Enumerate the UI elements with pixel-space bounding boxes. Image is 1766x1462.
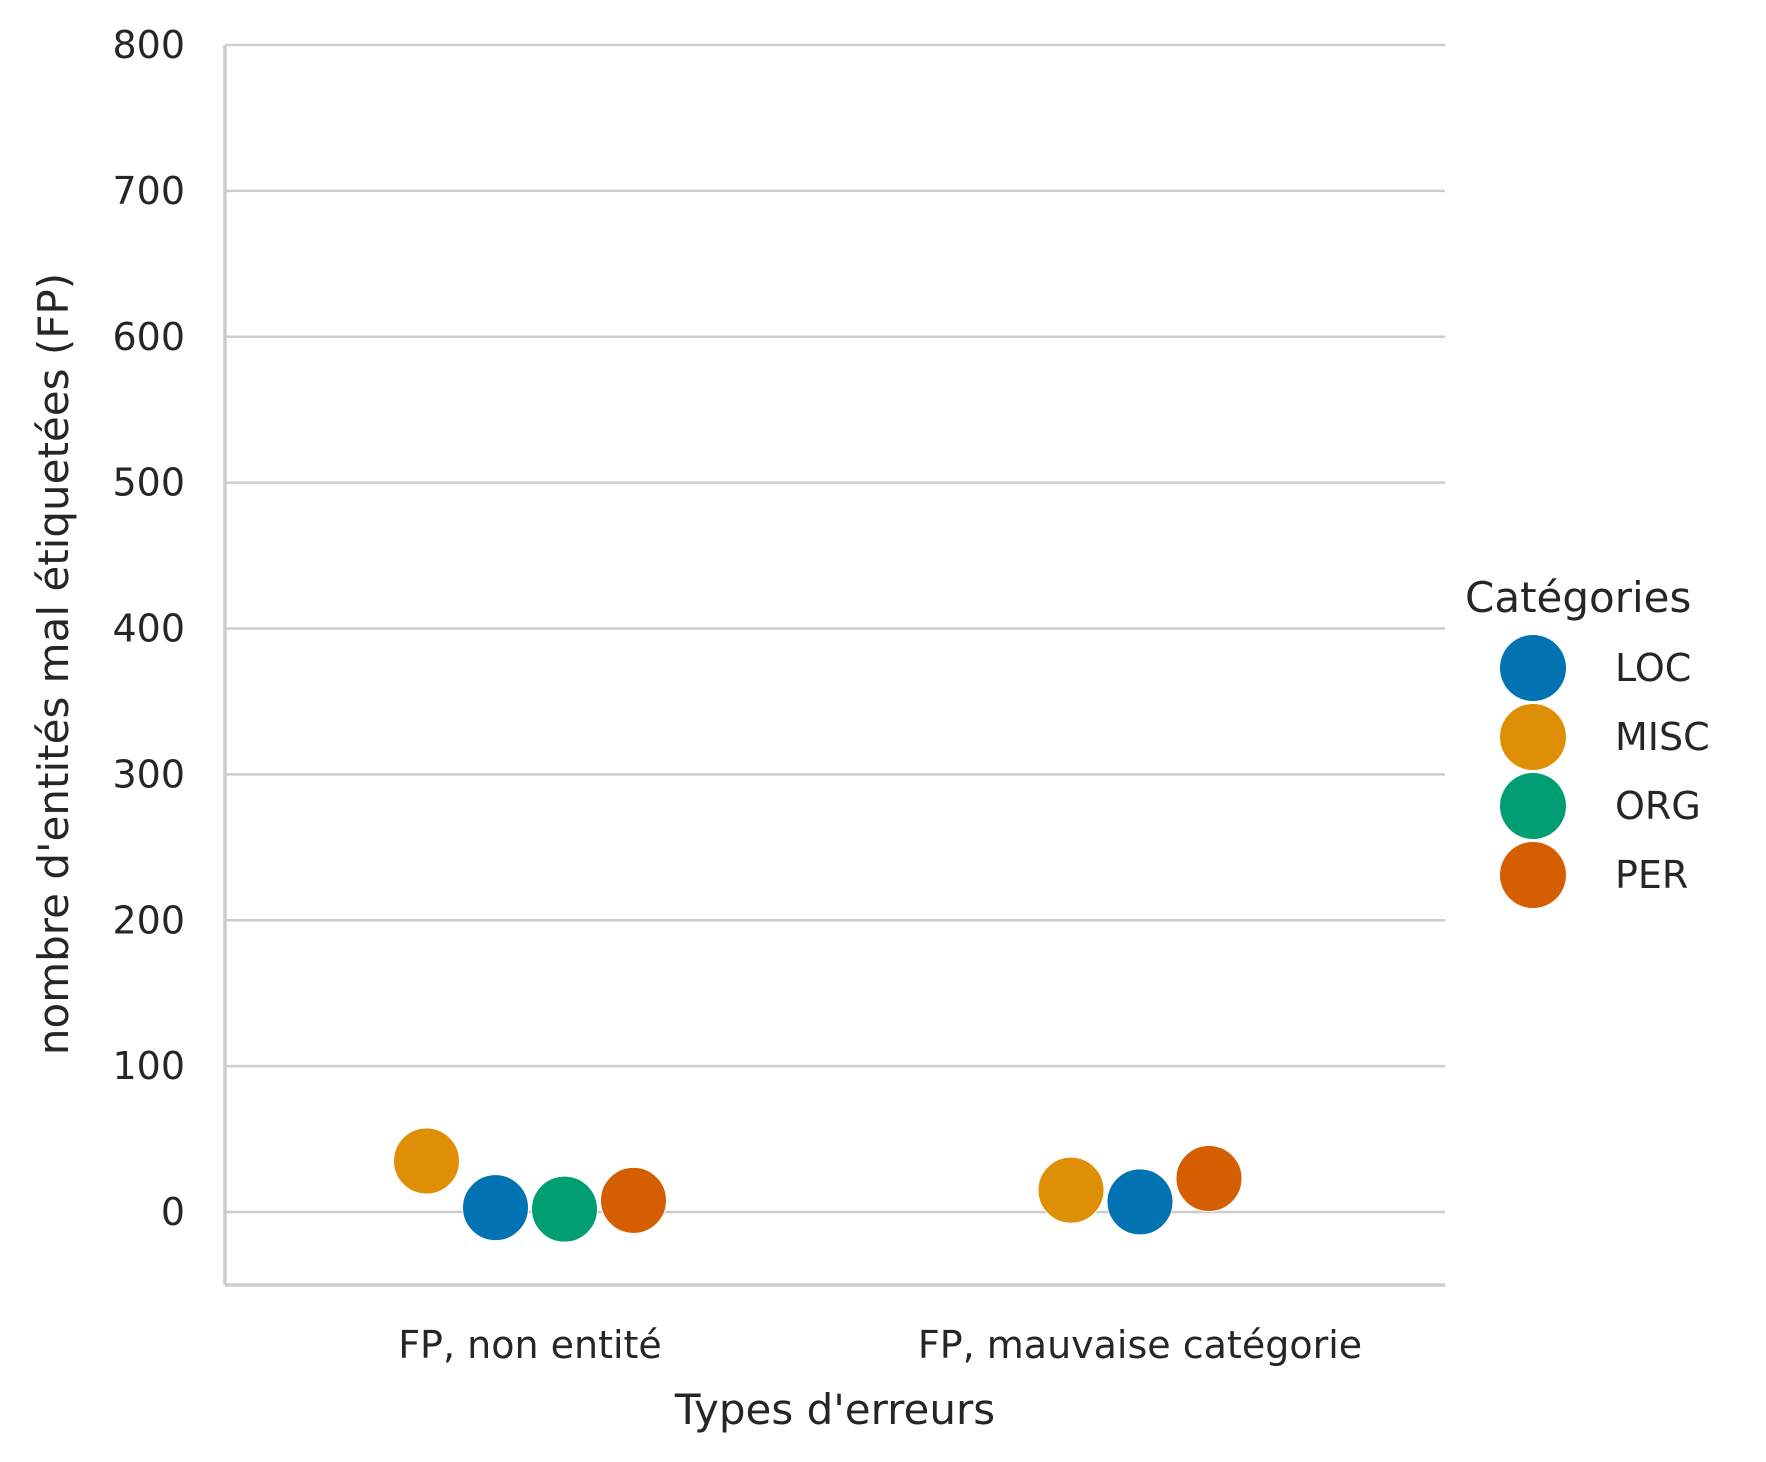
legend-marker-loc bbox=[1500, 635, 1566, 701]
point-per bbox=[600, 1166, 667, 1234]
point-org bbox=[531, 1175, 598, 1243]
x-tick-labels: FP, non entité FP, mauvaise catégorie bbox=[398, 1323, 1362, 1367]
gridlines bbox=[225, 43, 1445, 1214]
y-tick-label: 500 bbox=[112, 461, 185, 505]
legend-label-loc: LOC bbox=[1615, 646, 1691, 690]
x-axis-title: Types d'erreurs bbox=[674, 1385, 995, 1434]
y-tick-label: 800 bbox=[112, 23, 185, 67]
y-tick-labels: 0 100 200 300 400 500 600 700 800 bbox=[112, 23, 185, 1234]
legend-marker-org bbox=[1500, 773, 1566, 839]
x-tick-label: FP, mauvaise catégorie bbox=[918, 1323, 1362, 1367]
axis-spines bbox=[223, 45, 1445, 1287]
legend-marker-per bbox=[1500, 842, 1566, 908]
legend-label-per: PER bbox=[1615, 853, 1688, 897]
legend-label-misc: MISC bbox=[1615, 715, 1710, 759]
y-tick-label: 300 bbox=[112, 752, 185, 796]
data-points bbox=[393, 1127, 1243, 1243]
point-misc bbox=[393, 1127, 460, 1195]
point-loc bbox=[1106, 1168, 1174, 1236]
y-tick-label: 600 bbox=[112, 315, 185, 359]
point-loc bbox=[462, 1174, 529, 1242]
y-tick-label: 0 bbox=[161, 1190, 185, 1234]
legend-title: Catégories bbox=[1465, 573, 1691, 622]
y-axis-title: nombre d'entités mal étiquetées (FP) bbox=[29, 273, 78, 1055]
point-per bbox=[1175, 1145, 1243, 1213]
x-tick-label: FP, non entité bbox=[398, 1323, 662, 1367]
y-tick-label: 400 bbox=[112, 607, 185, 651]
legend-label-org: ORG bbox=[1615, 784, 1701, 828]
y-tick-label: 100 bbox=[112, 1044, 185, 1088]
y-tick-label: 700 bbox=[112, 169, 185, 213]
legend: Catégories LOC MISC ORG PER bbox=[1465, 573, 1710, 908]
legend-marker-misc bbox=[1500, 704, 1566, 770]
point-misc bbox=[1037, 1156, 1105, 1224]
y-tick-label: 200 bbox=[112, 898, 185, 942]
